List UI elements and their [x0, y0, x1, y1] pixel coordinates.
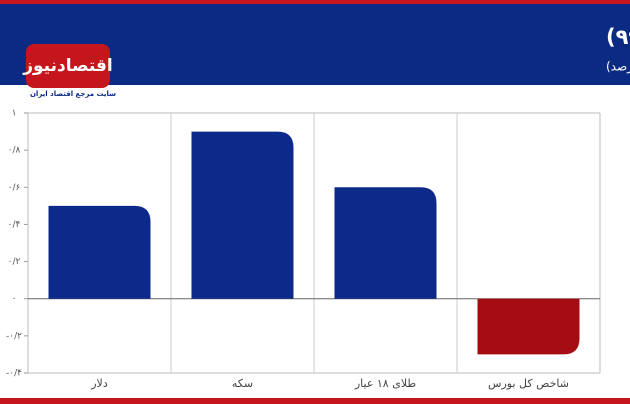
- bar: [477, 298, 580, 355]
- bar: [191, 131, 294, 299]
- y-tick-label: -۰/۴: [6, 369, 22, 379]
- y-tick-label: ۱: [12, 109, 17, 119]
- x-tick-label: شاخص کل بورس: [488, 377, 569, 390]
- y-tick-label: ۰/۸: [8, 146, 21, 156]
- bottom-stripe: [0, 398, 630, 404]
- logo-text: اقتصادنیوز: [22, 56, 113, 76]
- bar: [334, 187, 437, 299]
- y-tick-label: ۰/۲: [8, 257, 21, 267]
- y-tick-label: ۰/۴: [8, 220, 21, 230]
- logo-tagline: سایت مرجع اقتصاد ایران: [30, 90, 116, 98]
- logo-tagline-box: [26, 88, 120, 100]
- logo: [26, 44, 110, 88]
- y-tick-label: ۰/۶: [8, 183, 21, 193]
- x-tick-label: طلای ۱۸ عیار: [354, 377, 417, 390]
- top-stripe: [0, 0, 630, 4]
- chart-title: | بازدهی بازارها (دوشنبه ۱۱ اسفند ۹۹): [606, 25, 630, 50]
- bar: [48, 205, 151, 299]
- x-tick-label: دلار: [90, 377, 108, 390]
- x-tick-label: سکه: [232, 377, 253, 390]
- chart-subtitle: (واحد: درصد): [606, 60, 630, 75]
- y-tick-label: ۰: [12, 294, 17, 304]
- y-tick-label: -۰/۲: [6, 331, 22, 341]
